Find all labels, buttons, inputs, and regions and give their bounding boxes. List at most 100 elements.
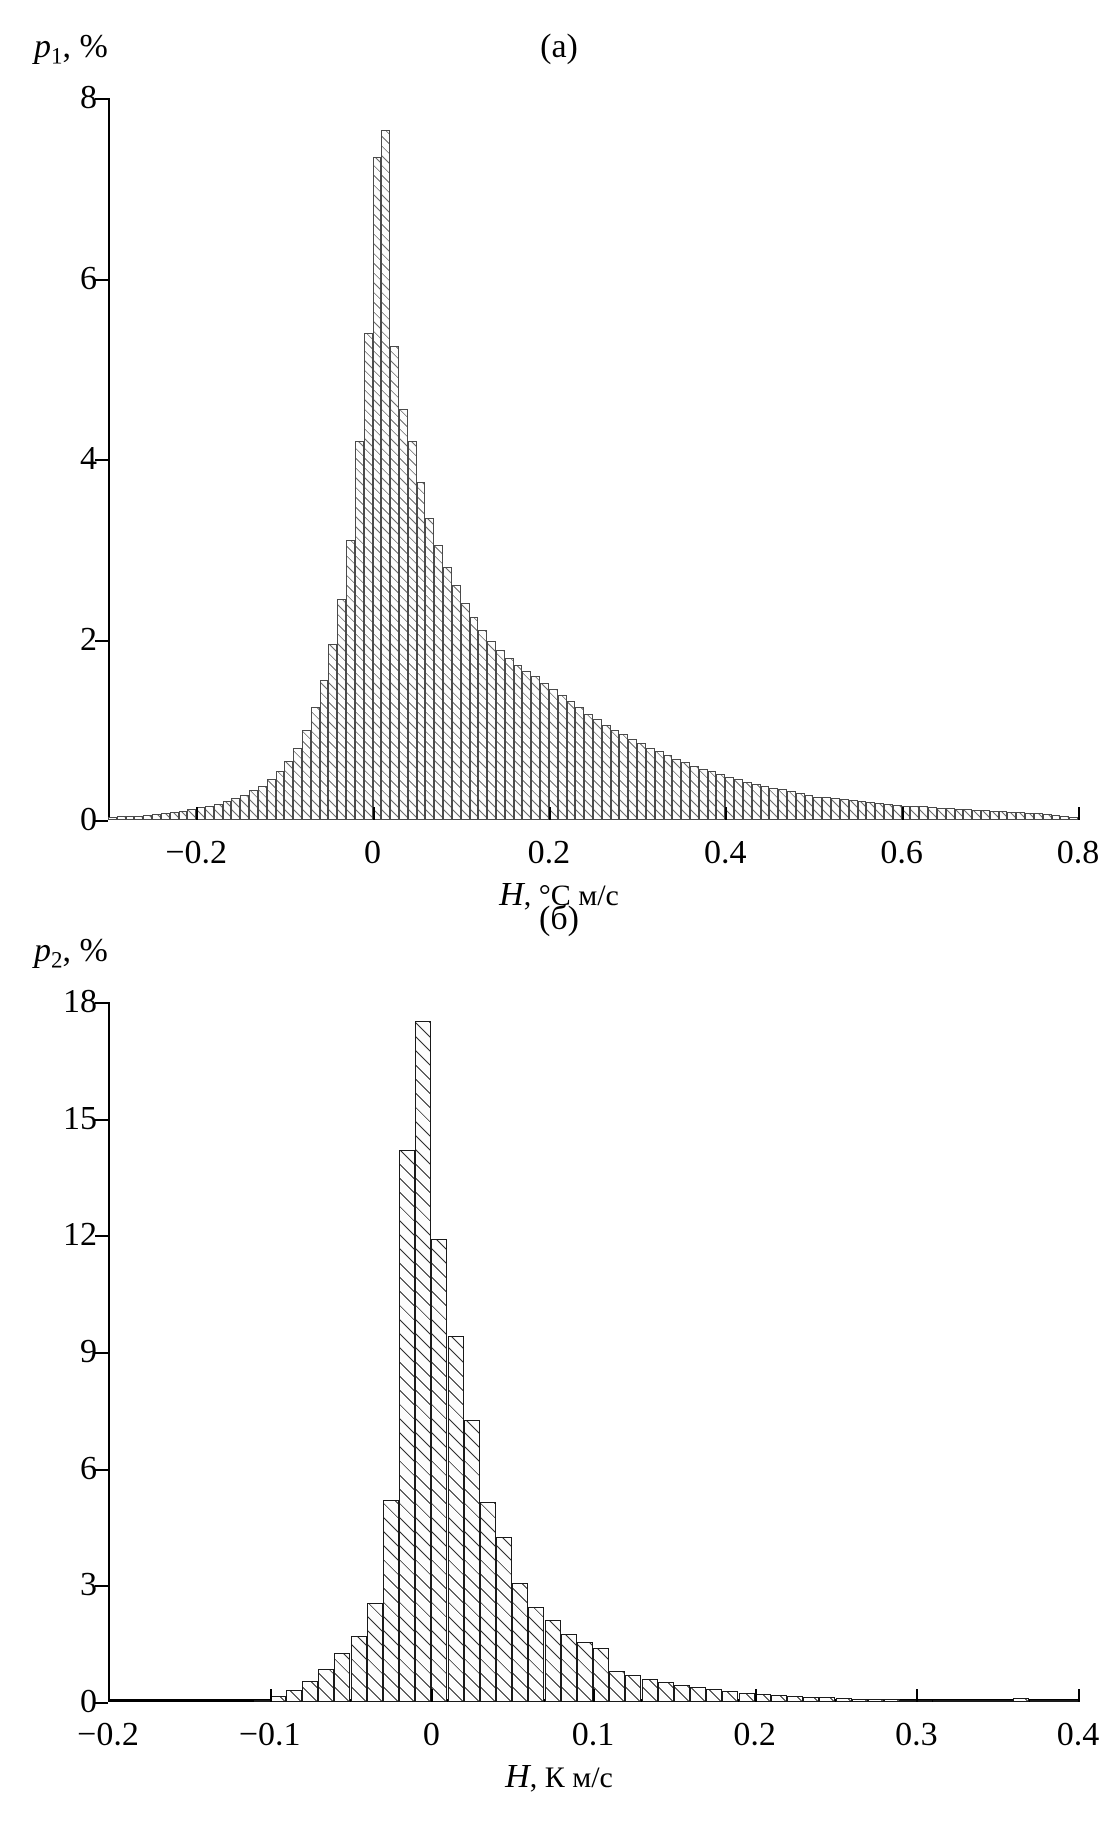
y-tick-mark [95, 1118, 108, 1121]
histogram-bar [390, 346, 399, 820]
histogram-bar [522, 671, 532, 820]
histogram-bar [116, 816, 126, 820]
histogram-bar [892, 804, 902, 820]
y-tick-mark [95, 820, 108, 822]
histogram-bar [302, 1680, 319, 1702]
panel-b-y-axis-label: p2, % [34, 932, 108, 973]
histogram-bar [628, 738, 638, 820]
histogram-bar [787, 1695, 804, 1702]
panel-b-x-axis-title: H, К м/с [0, 1758, 1118, 1796]
histogram-bar [875, 802, 884, 820]
histogram-bar [1060, 815, 1070, 820]
histogram-bar [178, 810, 188, 820]
x-tick-mark [901, 807, 904, 820]
histogram-bar [778, 789, 787, 820]
histogram-bar [451, 585, 461, 820]
histogram-bar [463, 1420, 480, 1702]
histogram-bar [443, 567, 452, 820]
panel-a-bars [108, 98, 1078, 820]
histogram-bar [528, 1606, 545, 1702]
histogram-bar [910, 806, 920, 820]
panel-b-plot-area: 0 3 6 9 12 15 18 −0.2 −0.1 0 0.1 0.2 0.3 0.4 [63, 983, 1100, 1754]
histogram-bar [205, 805, 214, 820]
histogram-bar [504, 657, 514, 820]
histogram-bar [222, 801, 232, 820]
x-tick-mark [725, 807, 728, 820]
histogram-bar [831, 798, 840, 820]
histogram-bar [544, 1620, 561, 1702]
histogram-bar [1069, 817, 1078, 820]
histogram-bar [1029, 1700, 1046, 1702]
x-tick-mark [431, 1689, 434, 1702]
p2-symbol: p [34, 932, 51, 969]
histogram-bar [350, 1635, 367, 1702]
histogram-bar [857, 801, 867, 820]
x-tick-mark [593, 1689, 595, 1702]
histogram-bar [734, 779, 743, 820]
histogram-bar [566, 700, 576, 820]
histogram-bar [366, 1602, 383, 1702]
x-tick-label: 0.4 [704, 834, 747, 871]
x-tick-label: 0.3 [895, 1716, 938, 1753]
histogram-bar [804, 794, 814, 820]
histogram-bar [160, 812, 170, 820]
p2-unit: , % [62, 932, 108, 969]
histogram-bar [513, 664, 523, 820]
x-tick-label: 0 [422, 1716, 440, 1753]
x-tick-label: 0.2 [733, 1716, 776, 1753]
histogram-bar [769, 787, 779, 820]
x-tick-mark [1078, 807, 1080, 820]
histogram-bar [672, 758, 682, 820]
x-tick-mark [754, 1689, 757, 1702]
histogram-bar [557, 695, 567, 820]
histogram-bar [253, 1700, 270, 1702]
panel-a-x-axis-title: H, °C м/с [0, 876, 1118, 914]
y-tick-mark [95, 1235, 108, 1238]
histogram-bar [1045, 1700, 1062, 1702]
histogram-bar [989, 810, 999, 820]
histogram-bar [1025, 812, 1034, 820]
histogram-bar [663, 755, 673, 820]
x-tick-label: 0.2 [527, 834, 571, 871]
panel-b-x-symbol: H [505, 1758, 530, 1795]
histogram-bar [819, 1697, 836, 1702]
histogram-bar [997, 1700, 1014, 1702]
histogram-bar [851, 1698, 868, 1702]
histogram-bar [399, 1149, 416, 1702]
histogram-bar [681, 762, 690, 820]
histogram-bar [928, 807, 937, 820]
p1-subscript: 1 [51, 43, 63, 69]
histogram-bar [884, 1699, 901, 1702]
histogram-bar [593, 1647, 610, 1702]
p1-unit: , % [62, 28, 108, 65]
panel-b: (б) p2, % 0 3 6 9 12 15 18 −0.2 −0.1 0 0.1 0.2 0.3 0… [0, 900, 1118, 1844]
histogram-bar [964, 1700, 981, 1702]
histogram-bar [919, 806, 929, 820]
histogram-bar [275, 771, 285, 820]
p1-symbol: p [34, 28, 51, 65]
histogram-bar [725, 776, 735, 820]
x-tick-label: 0.4 [1056, 1716, 1100, 1753]
p2-subscript: 2 [51, 947, 63, 973]
histogram-bar [576, 1641, 593, 1702]
histogram-bar [848, 800, 858, 820]
histogram-bar [328, 644, 338, 820]
x-tick-label: 0.6 [880, 834, 923, 871]
histogram-bar [716, 773, 726, 820]
x-tick-mark [372, 807, 375, 820]
histogram-bar [575, 707, 585, 820]
x-tick-mark [108, 1689, 110, 1702]
histogram-bar [822, 797, 832, 820]
histogram-bar [169, 811, 179, 820]
histogram-bar [363, 332, 373, 820]
histogram-bar [125, 815, 135, 820]
histogram-bar [318, 1668, 335, 1702]
y-tick-mark [95, 1468, 108, 1471]
panel-b-y-axis-line [108, 1002, 110, 1702]
histogram-bar [637, 743, 646, 820]
histogram-bar [152, 813, 161, 820]
histogram-bar [1051, 814, 1061, 820]
histogram-bar [293, 747, 302, 820]
